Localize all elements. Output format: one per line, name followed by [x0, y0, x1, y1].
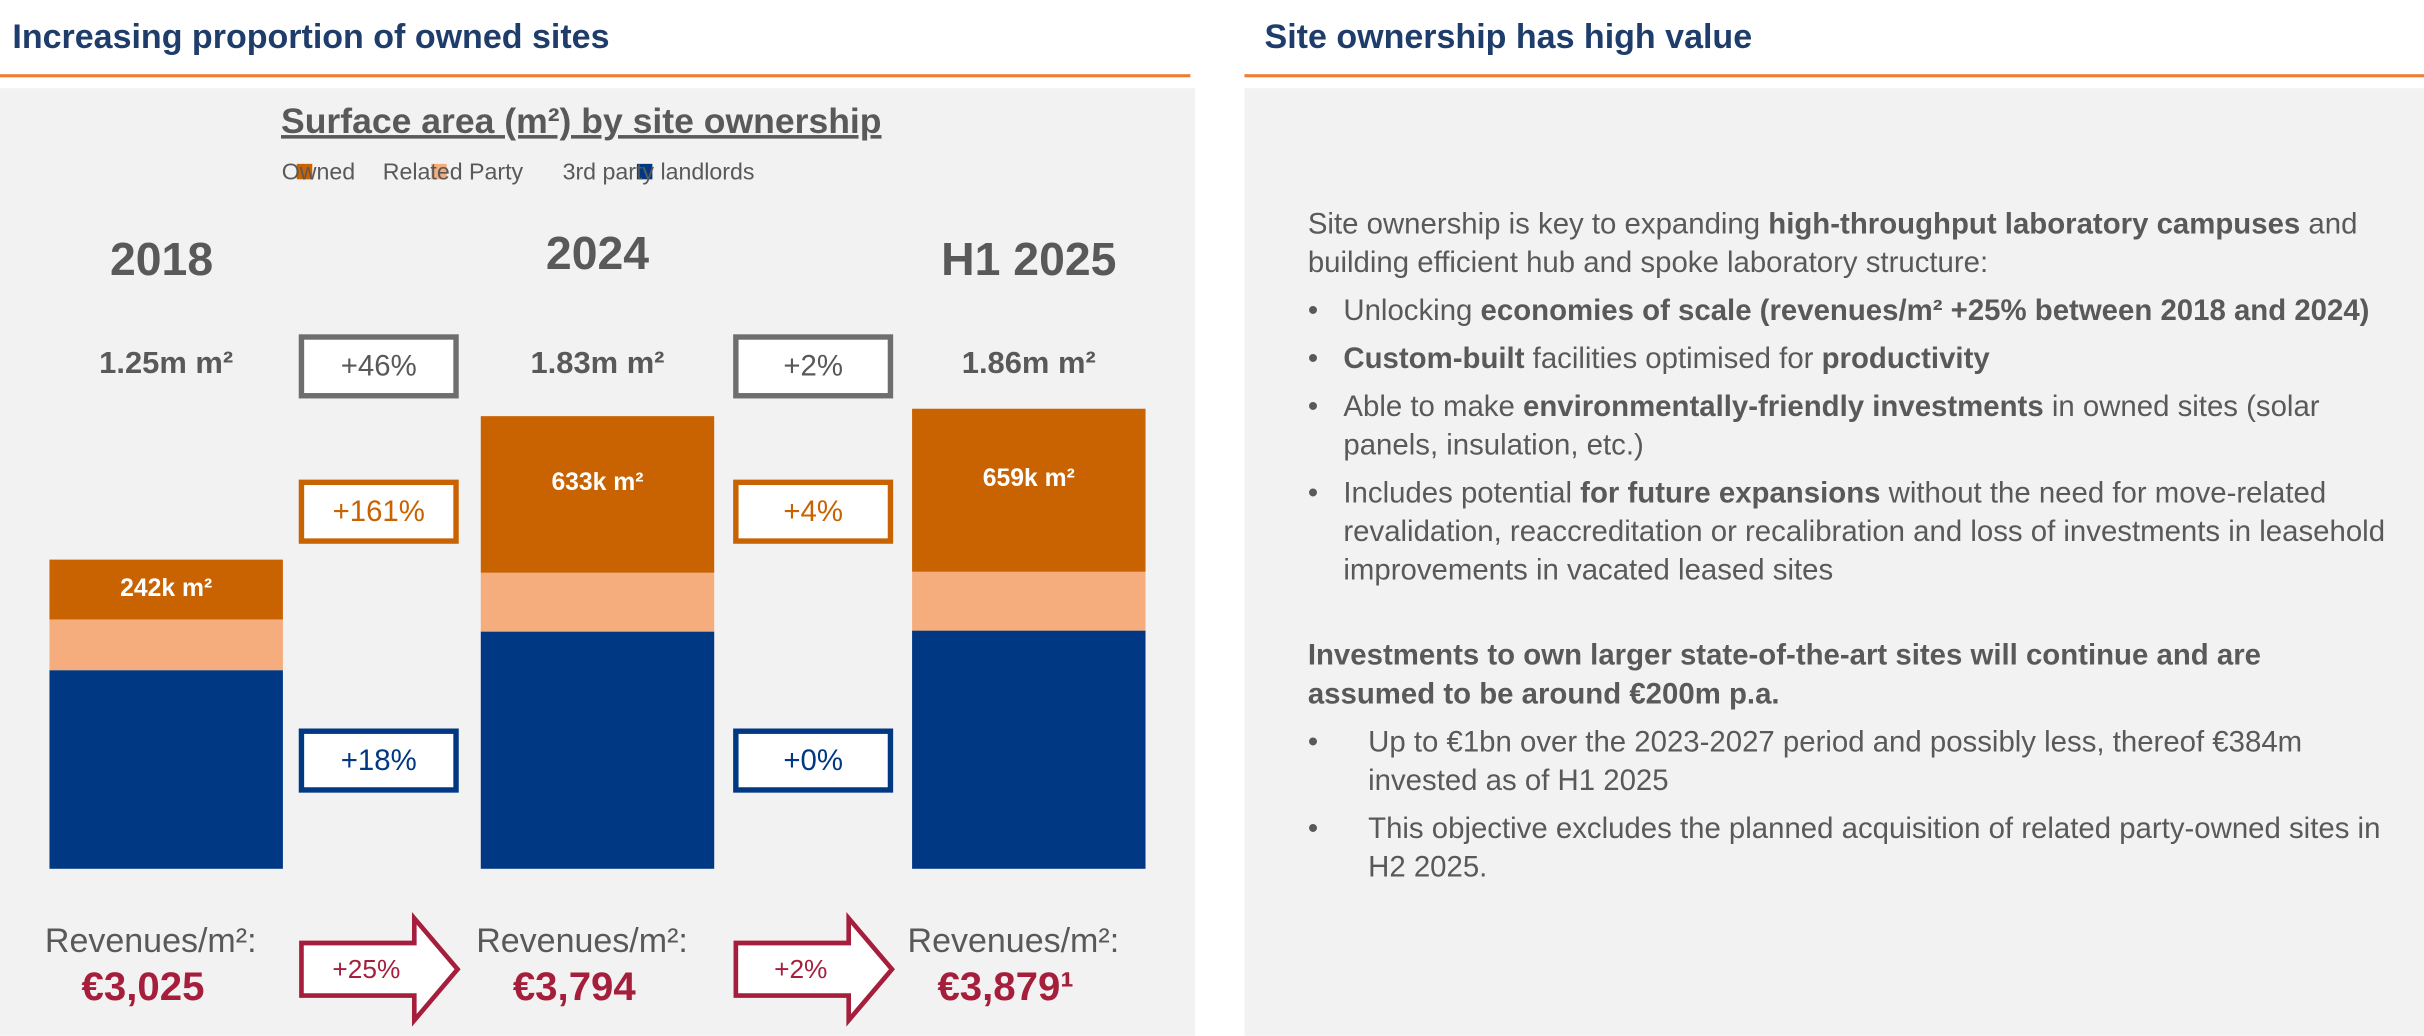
text-run: high-throughput laboratory campuses: [1768, 208, 2301, 242]
intro: Site ownership is key to expanding high-…: [1308, 206, 2390, 283]
change-box: [733, 479, 894, 544]
total-label: 1.83m m²: [530, 345, 664, 380]
bar-value-label: 659k m²: [983, 465, 1075, 492]
left-title: Increasing proportion of owned sites: [12, 17, 610, 56]
bar-segment: [912, 571, 1146, 631]
bullet: Up to €1bn over the 2023-2027 period and…: [1308, 723, 2390, 800]
legend-label: Owned: [282, 158, 355, 184]
text-run: Site ownership is key to expanding: [1307, 208, 1769, 242]
revenue-label: Revenues/m²:: [476, 922, 688, 960]
change-label: +2%: [783, 350, 843, 383]
legend-swatch: [636, 163, 653, 180]
text-run: environmentally-friendly investments: [1522, 391, 2044, 424]
change-label: +18%: [341, 744, 417, 777]
change-label: +0%: [783, 744, 843, 777]
bullet: This objective excludes the planned acqu…: [1308, 810, 2390, 887]
bar-segment: [912, 408, 1146, 572]
bullet-list: Up to €1bn over the 2023-2027 period and…: [1308, 723, 2390, 887]
investment-heading: Investments to own larger state-of-the-a…: [1307, 640, 2261, 712]
category-label: 2018: [110, 233, 213, 285]
text-run: Unlocking: [1343, 295, 1481, 328]
change-label: +46%: [341, 350, 417, 383]
total-label: 1.86m m²: [962, 345, 1096, 380]
text-run: for future expansions: [1580, 477, 1881, 511]
text-run: Includes potential: [1343, 477, 1581, 511]
text-run: Custom-built: [1343, 343, 1525, 376]
legend-swatch: [431, 163, 447, 180]
bar-segment: [480, 631, 715, 869]
bar-segment: [49, 559, 283, 620]
chart: Surface area (m²) by site ownership Owne…: [45, 101, 1146, 1027]
bullet: Custom-built facilities optimised for pr…: [1308, 340, 2390, 379]
revenue-value: €3,794: [513, 964, 637, 1009]
text-run: and building efficient hub and spoke lab…: [1307, 208, 2358, 280]
revenue-value: €3,025: [82, 964, 205, 1009]
change-box: [298, 334, 459, 399]
change-label: +161%: [333, 495, 425, 528]
chart-title: Surface area (m²) by site ownership: [281, 101, 882, 141]
change-box: [298, 479, 459, 544]
total-label: 1.25m m²: [99, 345, 233, 380]
title-rule: [1244, 74, 2424, 78]
bullet: Unlocking economies of scale (revenues/m…: [1308, 292, 2390, 331]
right-text: Site ownership is key to expanding high-…: [1308, 206, 2390, 888]
revenue-arrow: [733, 911, 896, 1027]
bar-segment: [912, 630, 1146, 869]
bar-segment: [480, 572, 715, 632]
revenue-label: Revenues/m²:: [908, 922, 1120, 960]
revenue-change: +25%: [332, 954, 400, 984]
text-run: without the need for move-related revali…: [1343, 477, 2386, 588]
bar-segment: [49, 670, 283, 869]
change-box: [733, 334, 894, 399]
bar-value-label: 633k m²: [551, 469, 643, 496]
text-run: Able to make: [1343, 391, 1523, 424]
text-run: facilities optimised for: [1524, 343, 1822, 376]
title-rule: [0, 74, 1191, 78]
bullet: Includes potential for future expansions…: [1308, 475, 2390, 591]
text-run: productivity: [1821, 343, 1990, 376]
revenue-change: +2%: [774, 954, 827, 984]
change-box: [733, 728, 894, 793]
revenue-label: Revenues/m²:: [45, 922, 257, 960]
bullet: Able to make environmentally-friendly in…: [1308, 388, 2390, 465]
bullet-list: Unlocking economies of scale (revenues/m…: [1308, 292, 2390, 590]
bar-value-label: 242k m²: [120, 575, 212, 602]
text-run: in owned sites (solar panels, insulation…: [1343, 391, 2320, 463]
legend-label: 3rd party landlords: [563, 158, 755, 184]
bar-segment: [49, 619, 283, 671]
legend-label: Related Party: [383, 158, 524, 184]
change-label: +4%: [783, 495, 843, 528]
change-box: [298, 728, 459, 793]
text-run: economies of scale (revenues/m² +25% bet…: [1480, 295, 2370, 328]
category-label: H1 2025: [941, 233, 1116, 285]
revenue-value: €3,879¹: [937, 964, 1073, 1009]
right-title: Site ownership has high value: [1264, 17, 1753, 56]
bar-segment: [480, 416, 715, 573]
legend-swatch: [296, 163, 313, 180]
category-label: 2024: [546, 227, 649, 279]
revenue-arrow: [299, 911, 461, 1027]
